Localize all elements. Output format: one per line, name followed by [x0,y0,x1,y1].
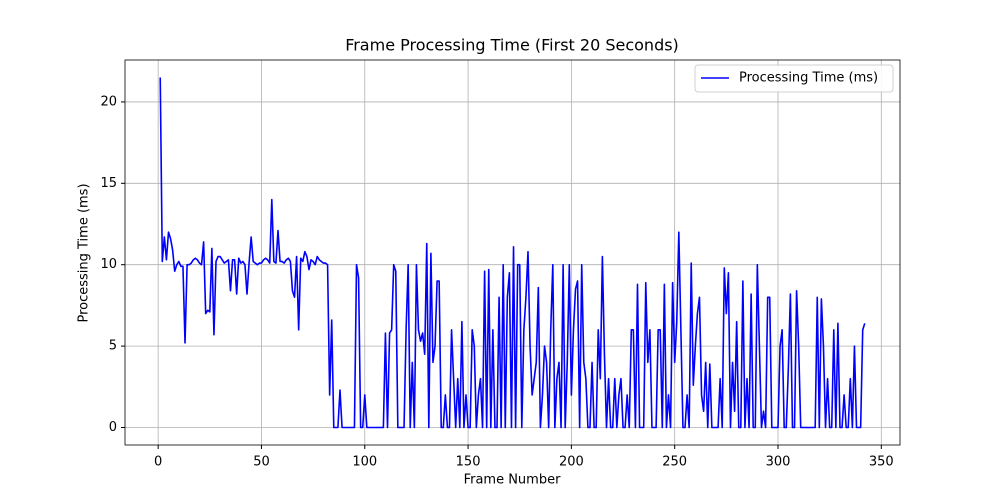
y-tick-label: 15 [100,176,117,191]
y-tick-label: 5 [109,339,117,354]
legend-label: Processing Time (ms) [739,71,878,86]
plot-frame [124,59,901,446]
x-tick-label: 350 [869,455,894,470]
data-line [159,77,866,429]
x-tick-label: 0 [154,455,162,470]
x-tick-label: 200 [559,455,584,470]
y-tick-label: 20 [100,94,117,109]
x-tick-label: 50 [253,455,270,470]
legend-box [694,64,894,93]
x-tick-label: 150 [456,455,481,470]
chart-title: Frame Processing Time (First 20 Seconds) [345,36,679,55]
y-tick-label: 10 [100,257,117,272]
x-axis-label: Frame Number [464,473,562,488]
y-axis-label: Processing Time (ms) [77,183,92,322]
x-tick-label: 300 [766,455,791,470]
x-tick-label: 250 [662,455,687,470]
x-tick-label: 100 [352,455,377,470]
y-tick-label: 0 [109,420,117,435]
